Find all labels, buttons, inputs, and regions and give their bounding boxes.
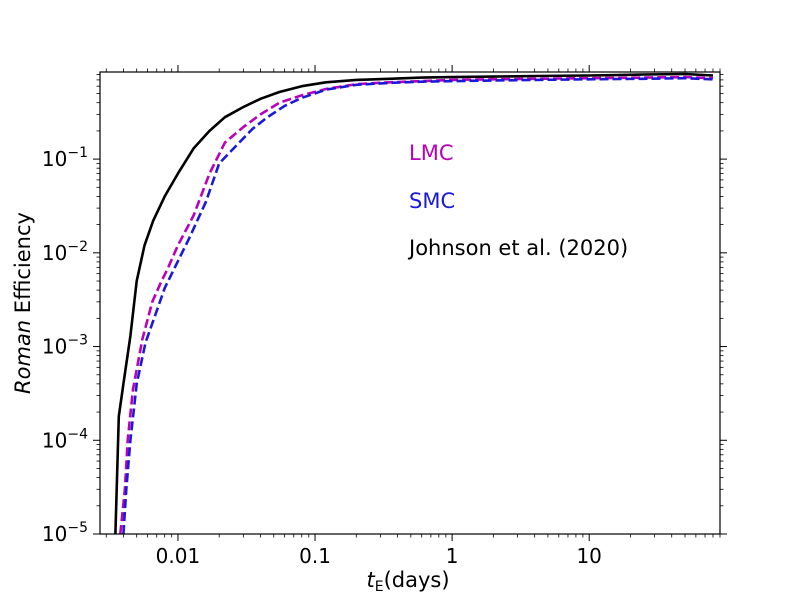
tick-labels: 0.01 0.1 1 10 10−5 10−4 10−3 10−2 10−1 bbox=[42, 145, 602, 568]
x-axis-symbol: t bbox=[366, 568, 375, 592]
legend-lmc: LMC bbox=[409, 141, 453, 165]
y-tick-label: 10−2 bbox=[42, 239, 88, 265]
legend-johnson: Johnson et al. (2020) bbox=[407, 236, 628, 260]
x-tick-label: 1 bbox=[446, 544, 459, 568]
minor-ticks bbox=[96, 68, 724, 538]
series-line-lmc bbox=[119, 75, 714, 534]
x-axis-unit: (days) bbox=[384, 568, 450, 592]
legend-smc: SMC bbox=[409, 189, 455, 213]
x-axis-subscript: E bbox=[375, 579, 384, 595]
x-tick-label: 0.1 bbox=[299, 544, 331, 568]
y-tick-label: 10−5 bbox=[42, 520, 88, 546]
series-line-johnson-et-al-2020 bbox=[114, 72, 714, 534]
y-tick-label: 10−4 bbox=[42, 426, 88, 452]
plot-frame bbox=[99, 71, 721, 535]
x-tick-label: 0.01 bbox=[156, 544, 201, 568]
y-tick-label: 10−1 bbox=[42, 145, 88, 171]
y-axis-label-rest: Efficiency bbox=[11, 212, 35, 320]
legend: LMC SMC Johnson et al. (2020) bbox=[407, 141, 628, 260]
series-layer bbox=[114, 72, 714, 534]
y-axis-label-italic: Roman bbox=[11, 320, 35, 394]
y-tick-label: 10−3 bbox=[42, 333, 88, 359]
major-ticks bbox=[93, 65, 727, 541]
y-axis-label: Roman Efficiency bbox=[11, 212, 35, 394]
x-tick-label: 10 bbox=[576, 544, 601, 568]
x-axis-label: tE(days) bbox=[366, 568, 449, 595]
